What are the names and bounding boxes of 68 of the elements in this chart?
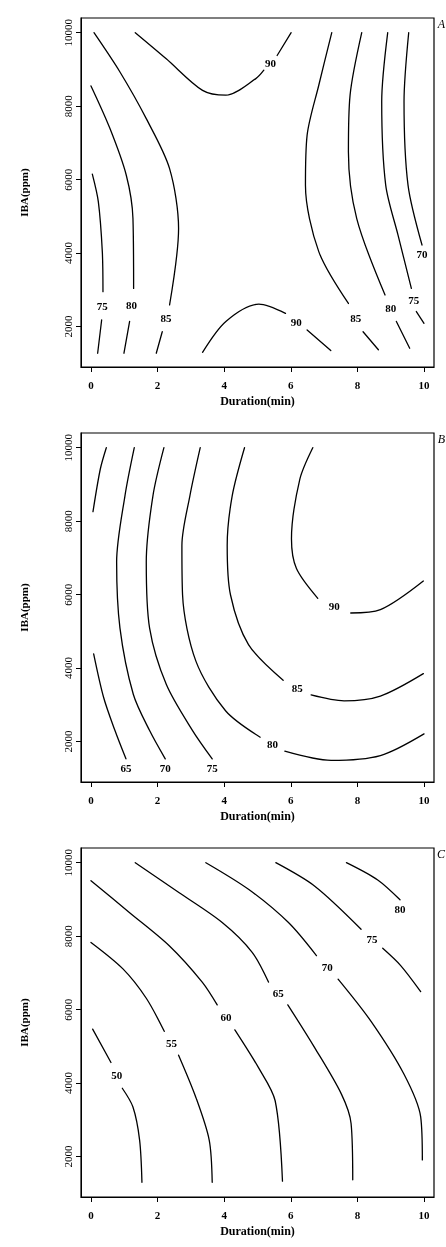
y-tick-label: 4000 bbox=[61, 656, 74, 680]
y-tick-label: 2000 bbox=[61, 315, 74, 338]
x-tick-label: 10 bbox=[418, 378, 431, 391]
x-tick-label: 0 bbox=[88, 378, 95, 391]
y-tick-label: 2000 bbox=[61, 730, 74, 753]
text: A bbox=[436, 17, 446, 31]
x-tick-label: 2 bbox=[154, 1208, 161, 1221]
series-label: 70 bbox=[321, 961, 334, 974]
series-label: 60 bbox=[220, 1011, 233, 1024]
series-label: 50 bbox=[111, 1069, 123, 1082]
x-tick-label: 4 bbox=[221, 793, 228, 806]
y-tick-label: 8000 bbox=[61, 509, 74, 533]
x-tick-label: 0 bbox=[88, 793, 95, 806]
x-axis-title: Duration(min) bbox=[220, 808, 295, 823]
y-tick-label: 4000 bbox=[61, 1071, 74, 1095]
series-label: 75 bbox=[366, 932, 378, 945]
y-tick-label: 2000 bbox=[61, 1145, 74, 1168]
y-axis-title: IBA(ppm) bbox=[17, 168, 31, 217]
line-series bbox=[115, 447, 166, 760]
x-tick-label: 4 bbox=[221, 1208, 228, 1221]
series-label: 75 bbox=[96, 299, 109, 312]
x-tick-label: 4 bbox=[221, 378, 228, 391]
series-label: 80 bbox=[126, 298, 138, 311]
x-axis-title: Duration(min) bbox=[220, 393, 295, 408]
y-tick-label: 8000 bbox=[61, 94, 74, 118]
x-axis-title: Duration(min) bbox=[220, 1223, 295, 1238]
text: B bbox=[437, 432, 446, 446]
x-tick-label: 0 bbox=[88, 1208, 95, 1221]
y-tick-label: 10000 bbox=[61, 848, 74, 877]
series-label: 90 bbox=[264, 56, 277, 69]
series-label: 70 bbox=[416, 248, 429, 261]
y-tick-label: 10000 bbox=[61, 433, 74, 462]
y-tick-label: 6000 bbox=[61, 168, 74, 191]
series-label: 85 bbox=[291, 681, 304, 694]
series-label: 75 bbox=[408, 293, 420, 306]
x-tick-label: 6 bbox=[288, 1208, 295, 1221]
y-tick-label: 6000 bbox=[61, 998, 74, 1021]
series-label: 80 bbox=[266, 738, 279, 751]
y-tick-label: 4000 bbox=[61, 241, 74, 265]
x-tick-label: 8 bbox=[354, 793, 361, 806]
y-tick-label: 8000 bbox=[61, 924, 74, 948]
x-tick-label: 8 bbox=[354, 1208, 361, 1221]
line-series bbox=[145, 447, 213, 760]
x-tick-label: 2 bbox=[154, 378, 161, 391]
series-label: 80 bbox=[385, 302, 397, 315]
y-axis-title: IBA(ppm) bbox=[17, 583, 31, 632]
line-series bbox=[403, 32, 423, 246]
series-label: 85 bbox=[160, 312, 172, 325]
y-tick-label: 10000 bbox=[61, 18, 74, 47]
series-label: 80 bbox=[394, 902, 407, 915]
y-tick-label: 6000 bbox=[61, 583, 74, 606]
series-label: 90 bbox=[328, 599, 341, 612]
x-tick-label: 8 bbox=[354, 378, 361, 391]
x-tick-label: 10 bbox=[418, 1208, 431, 1221]
x-tick-label: 6 bbox=[288, 793, 295, 806]
x-tick-label: 6 bbox=[288, 378, 295, 391]
text: C bbox=[437, 847, 446, 861]
series-label: 65 bbox=[272, 987, 285, 1000]
y-axis-title: IBA(ppm) bbox=[17, 998, 31, 1047]
series-label: 85 bbox=[350, 311, 362, 324]
series-label: 75 bbox=[206, 761, 219, 774]
series-label: 65 bbox=[120, 761, 132, 774]
series-label: 70 bbox=[159, 761, 172, 774]
line-series bbox=[93, 653, 127, 760]
series-label: 55 bbox=[165, 1037, 178, 1050]
x-tick-label: 10 bbox=[418, 793, 431, 806]
series-label: 90 bbox=[290, 315, 303, 328]
x-tick-label: 2 bbox=[154, 793, 161, 806]
